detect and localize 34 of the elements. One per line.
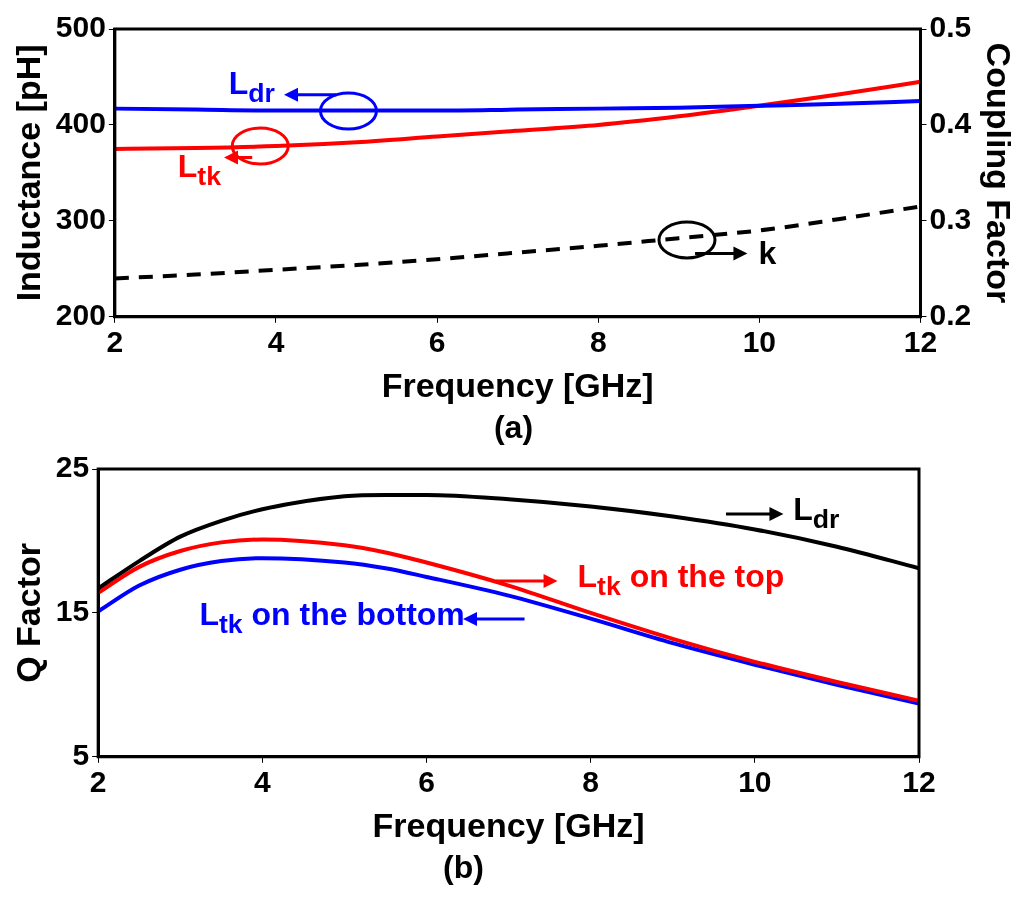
x-tick-label: 6	[428, 325, 446, 359]
legend-label: L$_{tk}$	[177, 148, 222, 193]
x-tick-label: 2	[89, 765, 107, 799]
y2-axis-title: Coupling Factor	[980, 42, 1019, 304]
x-axis-title: Frequency [GHz]	[381, 365, 654, 404]
x-tick-label: 8	[589, 325, 607, 359]
series-label: k	[758, 235, 777, 272]
y-tick-label: 200	[55, 298, 106, 332]
y-tick-label: 15	[55, 594, 90, 628]
x-tick-label: 4	[267, 325, 285, 359]
x-tick-label: 6	[418, 765, 435, 799]
y-axis-title: Q Factor	[8, 542, 47, 683]
y-tick-label: 400	[55, 106, 106, 140]
y2-tick-label: 0.3	[929, 202, 972, 236]
x-tick-label: 2	[106, 325, 124, 359]
y2-tick-label: 0.5	[929, 10, 972, 44]
y-tick-label: 300	[55, 202, 106, 236]
x-tick-label: 12	[902, 765, 936, 799]
legend-label: L$_{tk}$ on the top	[577, 558, 785, 603]
y-tick-label: 5	[72, 738, 90, 772]
y2-tick-label: 0.4	[929, 106, 972, 140]
x-tick-label: 10	[742, 325, 777, 359]
y-tick-label: 500	[55, 10, 106, 44]
text: (a)	[493, 408, 534, 445]
x-tick-label: 10	[738, 765, 772, 799]
y-tick-label: 25	[55, 450, 90, 484]
y-axis-title: Inductance [pH]	[8, 44, 47, 302]
x-tick-label: 8	[582, 765, 600, 799]
legend-label: L$_{dr}$	[228, 65, 275, 111]
x-tick-label: 4	[253, 765, 271, 799]
series-label: L$_{tk}$ on the bottom	[199, 595, 465, 641]
x-axis-title: Frequency [GHz]	[372, 805, 645, 844]
legend-label: L$_{dr}$	[793, 490, 840, 536]
text: (b)	[443, 848, 484, 885]
